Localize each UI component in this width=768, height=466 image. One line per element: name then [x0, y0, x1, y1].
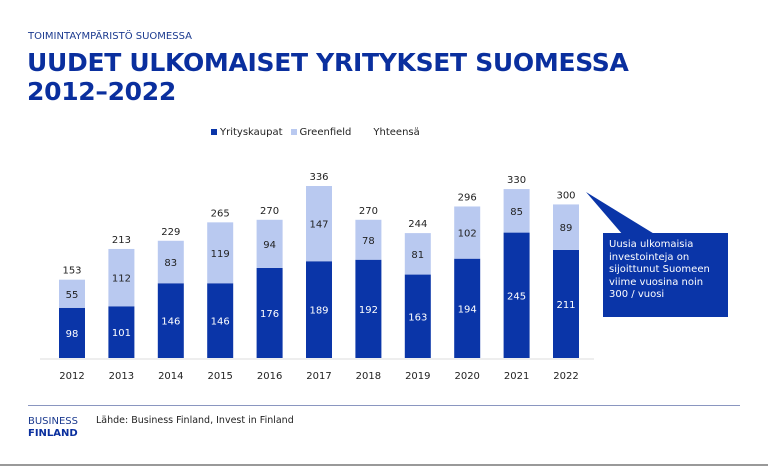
label-greenfield: 119 — [211, 249, 230, 260]
bar-yrityskaupat — [355, 259, 382, 358]
x-tick-label: 2014 — [158, 371, 183, 382]
label-greenfield: 94 — [263, 240, 276, 251]
bar-yrityskaupat — [454, 258, 481, 358]
label-total: 270 — [359, 206, 378, 217]
label-yrityskaupat: 211 — [556, 300, 575, 311]
bar-greenfield — [553, 204, 579, 250]
label-greenfield: 102 — [458, 229, 477, 240]
bar-greenfield — [256, 219, 283, 268]
x-tick-label: 2017 — [306, 371, 331, 382]
label-total: 336 — [309, 172, 328, 183]
bar-yrityskaupat — [256, 267, 283, 358]
footer-divider — [28, 405, 740, 406]
label-greenfield: 147 — [309, 220, 328, 231]
bar-yrityskaupat — [207, 283, 234, 358]
callout-pointer — [586, 192, 656, 235]
page-title: UUDET ULKOMAISET YRITYKSET SUOMESSA 2012… — [27, 48, 629, 106]
bar-yrityskaupat — [157, 283, 184, 358]
bottom-border — [0, 464, 768, 466]
label-total: 296 — [458, 192, 477, 203]
label-total: 153 — [62, 266, 81, 277]
bar-greenfield — [404, 233, 431, 275]
bar-greenfield — [306, 186, 332, 262]
business-finland-logo: BUSINESS FINLAND — [28, 416, 78, 439]
x-tick-label: 2018 — [356, 371, 381, 382]
bar-greenfield — [59, 279, 85, 308]
bar-greenfield — [355, 219, 382, 260]
legend-item-greenfield: Greenfield — [290, 127, 351, 138]
legend-swatch — [211, 129, 217, 135]
x-tick-label: 2012 — [59, 371, 84, 382]
label-yrityskaupat: 192 — [359, 305, 378, 316]
x-tick-label: 2019 — [405, 371, 430, 382]
x-tick-label: 2015 — [207, 371, 232, 382]
label-total: 265 — [211, 208, 230, 219]
bar-yrityskaupat — [404, 274, 431, 358]
label-greenfield: 89 — [560, 223, 573, 234]
bar-yrityskaupat — [59, 307, 85, 358]
label-yrityskaupat: 245 — [507, 291, 526, 302]
label-total: 300 — [556, 190, 575, 201]
label-total: 213 — [112, 235, 131, 246]
supertitle: TOIMINTAYMPÄRISTÖ SUOMESSA — [28, 31, 192, 42]
label-greenfield: 78 — [362, 236, 375, 247]
chart-legend: Yrityskaupat Greenfield Yhteensä — [211, 127, 420, 138]
x-tick-label: 2020 — [454, 371, 479, 382]
title-line-1: UUDET ULKOMAISET YRITYKSET SUOMESSA — [27, 48, 629, 77]
bar-greenfield — [157, 240, 184, 284]
title-line-2: 2012–2022 — [27, 77, 176, 106]
callout-box: Uusia ulkomaisia investointeja on sijoit… — [603, 233, 728, 317]
label-total: 330 — [507, 175, 526, 186]
bar-yrityskaupat — [108, 306, 135, 358]
label-greenfield: 55 — [66, 290, 79, 301]
bar-greenfield — [108, 248, 135, 307]
label-yrityskaupat: 163 — [408, 312, 427, 323]
legend-item-yrityskaupat: Yrityskaupat — [211, 127, 283, 138]
bar-greenfield — [454, 206, 481, 259]
x-tick-label: 2021 — [504, 371, 529, 382]
x-tick-label: 2016 — [257, 371, 282, 382]
label-greenfield: 85 — [510, 207, 523, 218]
label-yrityskaupat: 176 — [260, 309, 279, 320]
label-yrityskaupat: 98 — [66, 329, 79, 340]
label-greenfield: 83 — [164, 258, 177, 269]
bar-greenfield — [207, 222, 234, 284]
label-yrityskaupat: 194 — [458, 304, 477, 315]
label-greenfield: 112 — [112, 274, 131, 285]
source-note: Lähde: Business Finland, Invest in Finla… — [96, 415, 294, 426]
label-yrityskaupat: 146 — [161, 317, 180, 328]
bar-yrityskaupat — [503, 232, 530, 358]
legend-swatch — [290, 129, 297, 135]
label-yrityskaupat: 189 — [309, 306, 328, 317]
label-yrityskaupat: 101 — [112, 328, 131, 339]
x-tick-label: 2013 — [109, 371, 134, 382]
label-yrityskaupat: 146 — [211, 317, 230, 328]
label-total: 244 — [408, 219, 427, 230]
bar-greenfield — [503, 189, 530, 233]
bar-yrityskaupat — [553, 249, 579, 358]
legend-item-yhteensa: Yhteensä — [373, 127, 420, 138]
bar-yrityskaupat — [306, 261, 332, 358]
label-total: 270 — [260, 206, 279, 217]
x-tick-label: 2022 — [553, 371, 578, 382]
label-greenfield: 81 — [411, 250, 424, 261]
label-total: 229 — [161, 227, 180, 238]
